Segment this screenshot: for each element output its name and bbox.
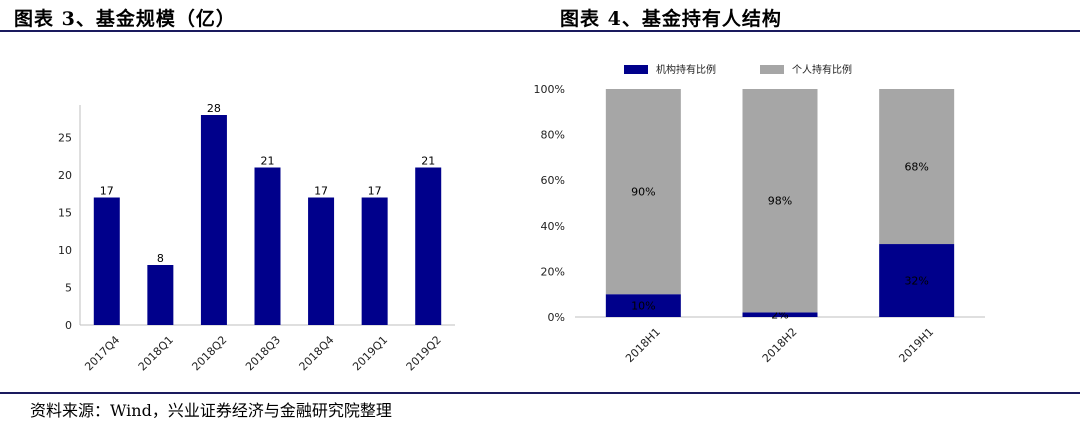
- x-tick-label: 2019Q1: [350, 333, 390, 373]
- y-tick-label: 80%: [541, 129, 565, 142]
- segment-data-label: 68%: [904, 161, 928, 174]
- x-tick-label: 2018Q2: [189, 333, 229, 373]
- segment-data-label: 10%: [631, 300, 655, 313]
- y-tick-label: 20: [58, 169, 72, 182]
- x-tick-label: 2018Q4: [297, 333, 337, 373]
- bar: [93, 197, 120, 325]
- bar: [308, 197, 335, 325]
- bar: [415, 167, 442, 325]
- bar-data-label: 8: [157, 252, 164, 265]
- y-tick-label: 60%: [541, 174, 565, 187]
- bar: [254, 167, 281, 325]
- bar: [200, 115, 227, 325]
- y-tick-label: 40%: [541, 220, 565, 233]
- x-tick-label: 2018H2: [760, 325, 800, 365]
- y-tick-label: 100%: [534, 83, 565, 96]
- source-note: 资料来源：Wind，兴业证券经济与金融研究院整理: [30, 401, 392, 420]
- stacked-bar-segment: [605, 89, 681, 295]
- holder-structure-chart: 0% 20% 40% 60% 80% 100% 机构持有比例 个人持有比例 10% 90% 2018…: [534, 63, 985, 365]
- stacked-bar-segment: [742, 312, 818, 317]
- bar-data-label: 28: [207, 102, 221, 115]
- x-tick-label: 2019Q2: [404, 333, 444, 373]
- y-tick-label: 15: [58, 207, 72, 220]
- chart-4-title: 图表 4、基金持有人结构: [560, 8, 782, 30]
- bar: [147, 265, 174, 325]
- segment-data-label: 90%: [631, 186, 655, 199]
- bar-data-label: 21: [261, 155, 275, 168]
- x-tick-label: 2018H1: [623, 325, 663, 365]
- stacked-bar-segment: [742, 89, 818, 313]
- y-tick-label: 20%: [541, 265, 565, 278]
- legend-label: 个人持有比例: [792, 63, 852, 76]
- fund-size-chart: 0 5 10 15 20 25 17 2017Q4 8 2018Q1 28 2018Q2 21 2018Q…: [58, 102, 455, 373]
- bar-data-label: 17: [100, 185, 114, 198]
- x-tick-label: 2018Q1: [136, 333, 176, 373]
- bar-data-label: 17: [368, 185, 382, 198]
- header-rule: [0, 30, 1080, 32]
- segment-data-label: 32%: [904, 275, 928, 288]
- y-tick-label: 5: [65, 282, 72, 295]
- bar-data-label: 17: [314, 185, 328, 198]
- y-tick-label: 0%: [548, 311, 565, 324]
- legend-swatch: [624, 65, 648, 74]
- bar: [361, 197, 388, 325]
- chart-3-title: 图表 3、基金规模（亿）: [14, 8, 236, 30]
- y-tick-label: 25: [58, 132, 72, 145]
- segment-data-label: 98%: [768, 195, 792, 208]
- bar-data-label: 21: [421, 155, 435, 168]
- stacked-bar-segment: [879, 89, 955, 245]
- footer-rule: [0, 392, 1080, 394]
- stacked-bar-segment: [605, 294, 681, 317]
- y-tick-label: 10: [58, 244, 72, 257]
- y-tick-label: 0: [65, 319, 72, 332]
- stacked-bar-segment: [879, 244, 955, 317]
- x-tick-label: 2018Q3: [243, 333, 283, 373]
- legend-label: 机构持有比例: [656, 63, 716, 76]
- x-tick-label: 2017Q4: [82, 333, 122, 373]
- legend-swatch: [760, 65, 784, 74]
- x-tick-label: 2019H1: [896, 325, 936, 365]
